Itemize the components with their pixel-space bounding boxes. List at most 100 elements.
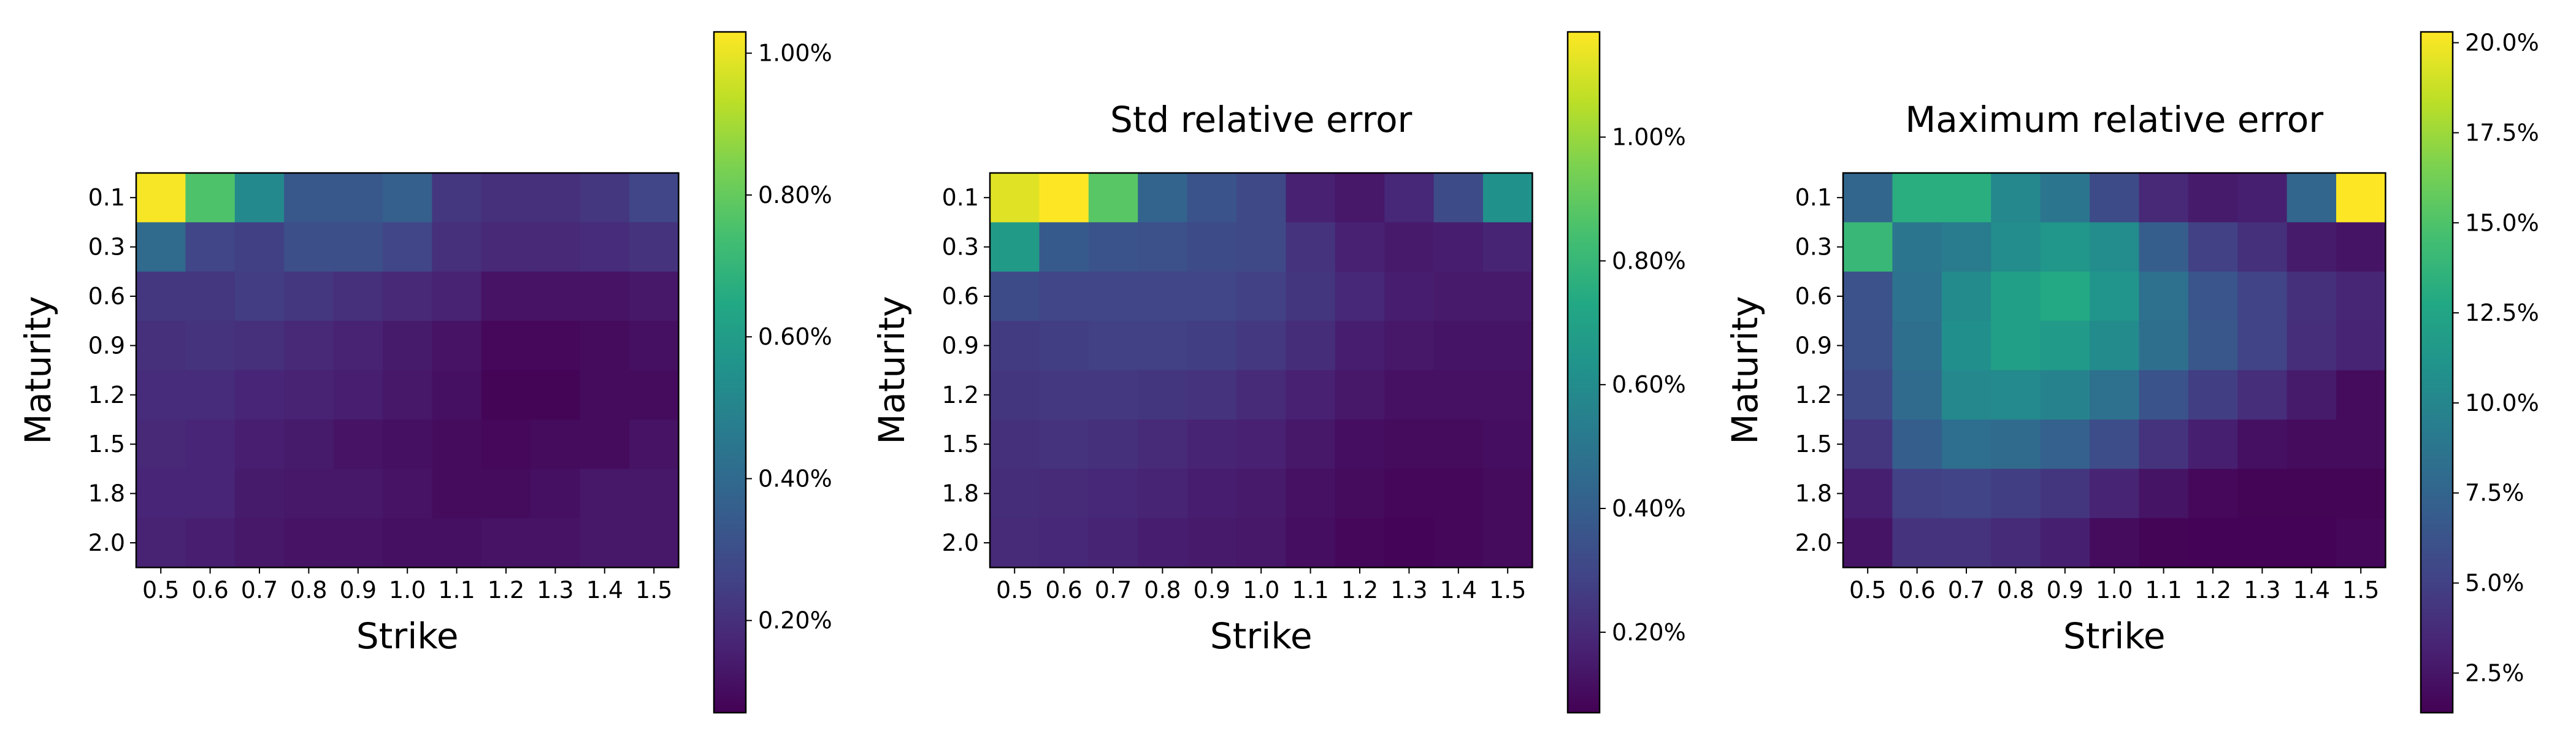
heatmap-cell	[1088, 420, 1138, 469]
y-tick-label: 1.2	[942, 381, 979, 408]
heatmap-cell	[136, 469, 186, 519]
heatmap-cell	[580, 370, 630, 420]
heatmap-cell	[1039, 370, 1089, 420]
heatmap-cell	[1039, 420, 1089, 469]
heatmap-cell	[1483, 321, 1533, 371]
x-tick-label: 1.1	[438, 577, 475, 604]
heatmap-cell	[2090, 420, 2139, 469]
y-tick-label: 1.8	[942, 480, 979, 507]
heatmap-cell	[1187, 321, 1237, 371]
heatmap-cell	[2237, 271, 2288, 321]
heatmap-cell	[990, 173, 1040, 223]
heatmap-cell	[629, 321, 679, 371]
heatmap-cell	[1286, 469, 1336, 519]
heatmap-cell	[284, 518, 334, 568]
colorbar-tick-label: 0.80%	[758, 182, 832, 209]
heatmap-cell	[1088, 321, 1138, 371]
heatmap-cell	[2139, 370, 2189, 420]
heatmap-cell	[234, 271, 285, 321]
heatmap-cell	[1335, 173, 1385, 223]
heatmap-cell	[2287, 173, 2337, 223]
heatmap-cell	[1483, 370, 1533, 420]
heatmap-cell	[1483, 469, 1533, 519]
heatmap-cell	[1039, 469, 1089, 519]
heatmap-cell	[1843, 321, 1893, 371]
heatmap-cell	[990, 518, 1040, 568]
heatmap-cell	[1941, 469, 1991, 519]
heatmap-cell	[1991, 173, 2041, 223]
heatmap-cell	[2090, 469, 2139, 519]
heatmap-cell	[1138, 469, 1188, 519]
heatmap-cell	[1187, 420, 1237, 469]
heatmap-cell	[432, 518, 482, 568]
heatmap-cell	[1433, 420, 1484, 469]
x-tick-label: 0.5	[142, 577, 179, 604]
heatmap-cell	[580, 518, 630, 568]
colorbar	[714, 32, 746, 713]
colorbar-tick-label: 0.40%	[758, 465, 832, 492]
heatmap-cell	[1335, 321, 1385, 371]
heatmap-cell	[1991, 222, 2041, 272]
heatmap-cell	[1187, 469, 1237, 519]
x-tick-label: 1.5	[1489, 577, 1526, 604]
y-tick-label: 0.3	[1795, 234, 1832, 261]
heatmap-cell	[185, 420, 236, 469]
heatmap-cell	[234, 370, 285, 420]
x-tick-label: 0.8	[290, 577, 327, 604]
x-tick-label: 1.4	[2293, 577, 2330, 604]
y-tick-label: 1.5	[942, 431, 979, 458]
heatmap-cell	[1433, 271, 1484, 321]
heatmap-cell	[2139, 222, 2189, 272]
heatmap-cell	[629, 370, 679, 420]
heatmap-cell	[383, 420, 432, 469]
x-axis-label: Strike	[356, 615, 459, 657]
colorbar-tick-label: 12.5%	[2465, 299, 2539, 326]
heatmap-cell	[1941, 321, 1991, 371]
colorbar-tick-label: 20.0%	[2465, 29, 2539, 56]
heatmap-cell	[1335, 370, 1385, 420]
heatmap-cell	[284, 222, 334, 272]
heatmap-cell	[1941, 370, 1991, 420]
heatmap-cell	[1433, 518, 1484, 568]
heatmap-cell	[1892, 518, 1942, 568]
heatmap-cell	[1335, 222, 1385, 272]
chart-title: Maximum relative error	[1905, 99, 2323, 140]
heatmap-cell	[990, 222, 1040, 272]
heatmap-cell	[284, 469, 334, 519]
heatmap-cell	[2139, 469, 2189, 519]
heatmap-cell	[1991, 420, 2041, 469]
heatmap-cell	[1335, 469, 1385, 519]
y-tick-label: 0.6	[88, 283, 125, 310]
x-tick-label: 1.3	[2244, 577, 2280, 604]
heatmap-cell	[234, 222, 285, 272]
heatmap-cell	[2287, 271, 2337, 321]
y-axis-label: Maturity	[1724, 296, 1766, 445]
heatmap-cell	[1483, 222, 1533, 272]
heatmap-cell	[1088, 469, 1138, 519]
heatmap-cell	[136, 420, 186, 469]
heatmap-cell	[1236, 469, 1286, 519]
x-tick-label: 0.9	[1194, 577, 1230, 604]
heatmap-cell	[1384, 469, 1435, 519]
x-tick-label: 1.2	[2195, 577, 2231, 604]
heatmap-cell	[2188, 173, 2238, 223]
heatmap-cell	[1088, 518, 1138, 568]
heatmap-cell	[1138, 518, 1188, 568]
heatmap-cell	[2336, 518, 2386, 568]
heatmap-cell	[1892, 222, 1942, 272]
heatmap-cell	[1892, 271, 1942, 321]
heatmap-cell	[284, 370, 334, 420]
heatmap-cell	[2139, 518, 2189, 568]
heatmap-cell	[185, 469, 236, 519]
heatmap-cell	[1941, 271, 1991, 321]
chart-title: Std relative error	[1110, 99, 1413, 140]
heatmap-cell	[2040, 370, 2090, 420]
heatmap-cell	[432, 271, 482, 321]
heatmap-cell	[1991, 469, 2041, 519]
heatmap-cell	[1088, 173, 1138, 223]
heatmap-cell	[185, 271, 236, 321]
heatmap-cell	[1138, 420, 1188, 469]
heatmap-cell	[2139, 420, 2189, 469]
heatmap-cell	[136, 173, 186, 223]
colorbar-tick-label: 0.60%	[1612, 371, 1686, 398]
